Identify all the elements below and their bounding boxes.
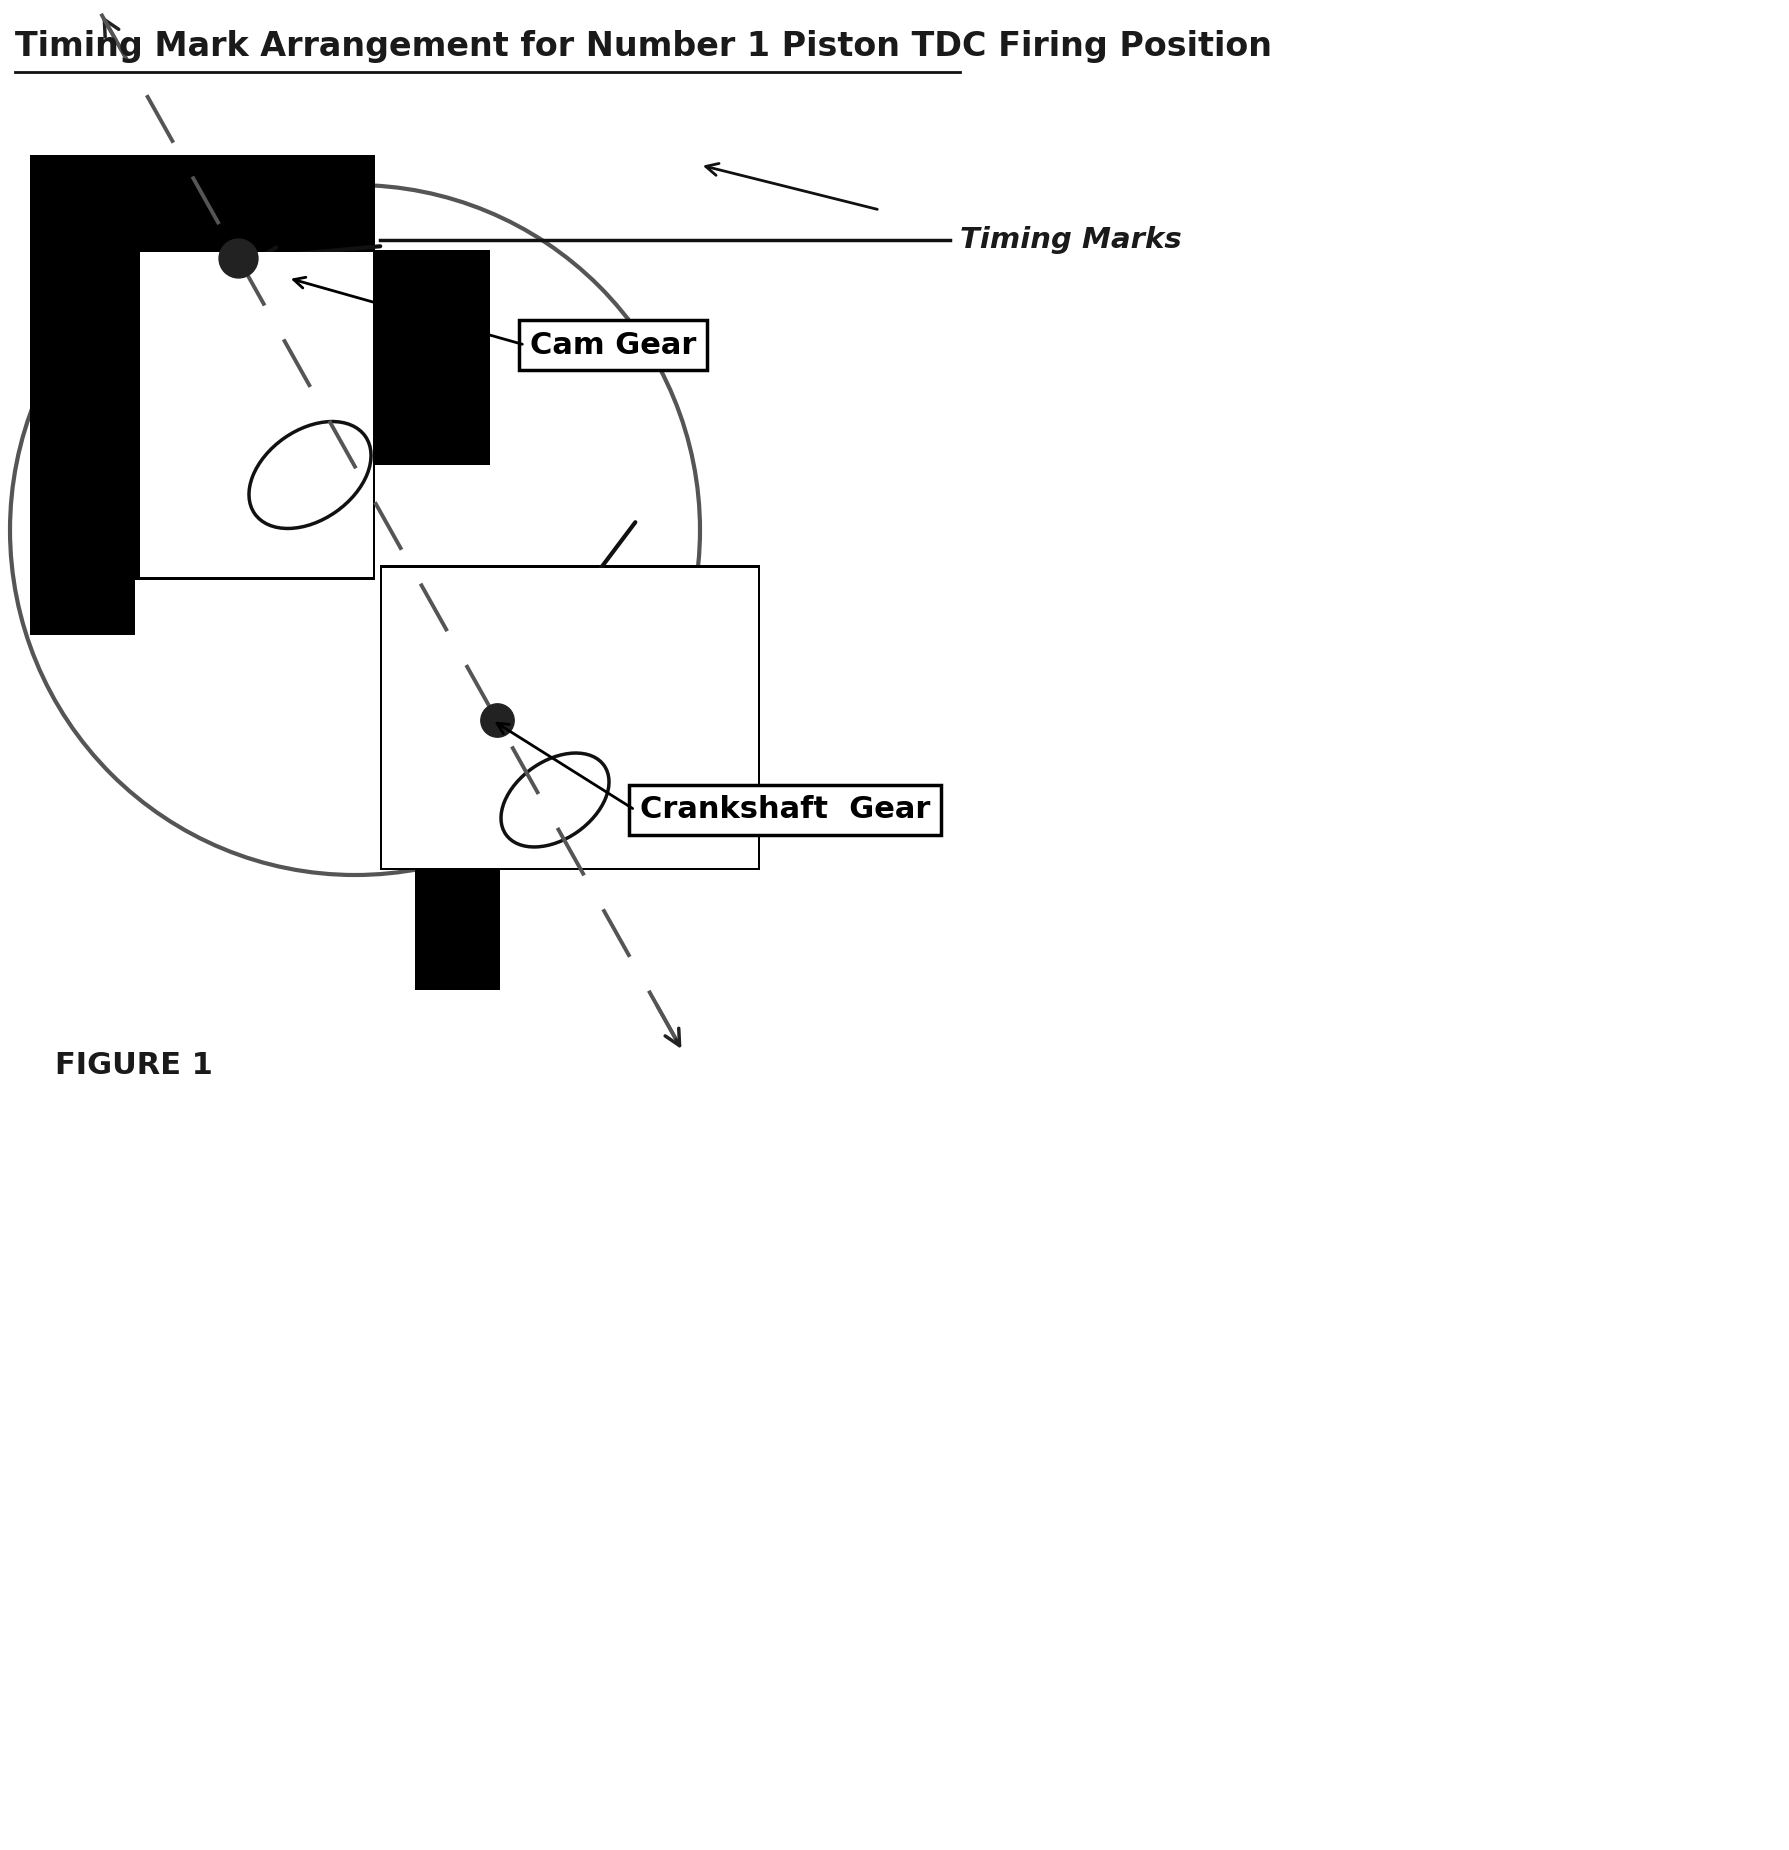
Bar [381, 568, 757, 868]
Text: FIGURE 1: FIGURE 1 [55, 1051, 213, 1080]
Polygon shape [30, 155, 490, 635]
Polygon shape [379, 564, 760, 990]
Text: Timing Marks: Timing Marks [959, 226, 1181, 253]
Text: Timing Mark Arrangement for Number 1 Piston TDC Firing Position: Timing Mark Arrangement for Number 1 Pis… [14, 30, 1272, 63]
Bar [140, 252, 372, 577]
Text: Cam Gear: Cam Gear [530, 331, 696, 359]
Text: Crankshaft  Gear: Crankshaft Gear [640, 796, 930, 825]
